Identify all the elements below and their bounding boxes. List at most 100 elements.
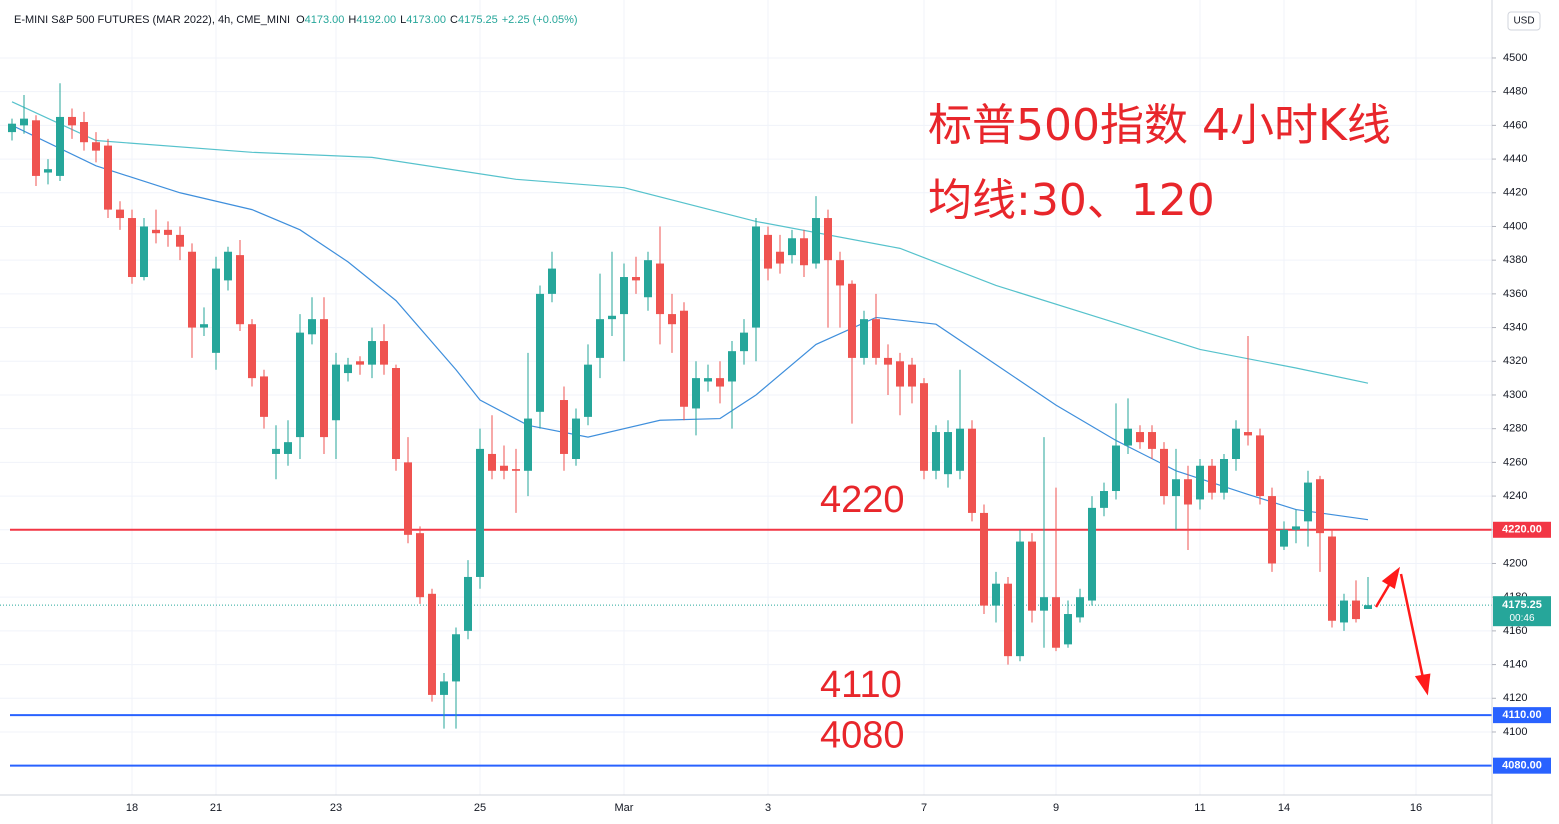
candle-body	[704, 378, 712, 382]
candle-body	[1004, 583, 1012, 657]
candle-body	[716, 378, 724, 387]
arrow-down	[1399, 573, 1425, 679]
candle-body	[896, 361, 904, 387]
candle-body	[608, 315, 616, 320]
level-badge	[1493, 757, 1551, 774]
candle-body	[284, 442, 292, 454]
candle-body	[56, 116, 64, 176]
candle-body	[380, 341, 388, 365]
candle-body	[356, 361, 364, 365]
y-tick-label: 4120	[1503, 692, 1527, 704]
candle-body	[812, 218, 820, 264]
currency-box	[1507, 11, 1541, 31]
candle-body	[320, 319, 328, 438]
candle-body	[1244, 432, 1252, 436]
ohlc-value: 4173.00	[305, 14, 345, 26]
candle-body	[536, 293, 544, 412]
change: +2.25 (+0.05%)	[502, 14, 578, 26]
last-price-badge	[1493, 596, 1551, 627]
candle-body	[164, 229, 172, 235]
ohlc-key: L	[400, 14, 406, 26]
candles	[8, 83, 1372, 729]
x-tick-label: 21	[210, 802, 222, 814]
candle-body	[908, 364, 916, 387]
candle-body	[1052, 597, 1060, 648]
axes: 4100412041404160418042004220424042604280…	[126, 52, 1551, 814]
candle-body	[152, 229, 160, 234]
symbol: E-MINI S&P 500 FUTURES (MAR 2022), 4h, C…	[14, 14, 290, 26]
x-tick-label: 16	[1410, 802, 1422, 814]
candle-body	[92, 142, 100, 151]
y-tick-label: 4320	[1503, 355, 1527, 367]
candle-body	[332, 364, 340, 421]
candle-body	[188, 251, 196, 328]
candle-body	[740, 332, 748, 352]
candle-body	[1316, 479, 1324, 534]
candle-body	[1328, 536, 1336, 621]
level-label: 4110.00	[1502, 709, 1541, 721]
candle-body	[1088, 507, 1096, 601]
ohlc-key: H	[348, 14, 356, 26]
candle-body	[920, 383, 928, 471]
countdown: 00:46	[1509, 613, 1534, 624]
candle-body	[296, 332, 304, 438]
candle-body	[416, 533, 424, 598]
x-tick-label: Mar	[615, 802, 634, 814]
candle-body	[620, 277, 628, 315]
candle-body	[656, 263, 664, 315]
candle-body	[1112, 445, 1120, 492]
candle-body	[956, 428, 964, 471]
level-note: 4080	[820, 715, 905, 757]
candle-body	[1136, 432, 1144, 443]
candle-body	[728, 351, 736, 382]
candle-body	[800, 238, 808, 266]
y-tick-label: 4500	[1503, 52, 1527, 64]
candle-body	[344, 364, 352, 374]
candle-body	[140, 226, 148, 278]
y-tick-label: 4280	[1503, 423, 1527, 435]
candle-body	[680, 310, 688, 407]
x-tick-label: 7	[921, 802, 927, 814]
candle-body	[224, 251, 232, 281]
level-badge	[1493, 521, 1551, 538]
candle-body	[452, 634, 460, 682]
y-tick-label: 4240	[1503, 490, 1527, 502]
candle-body	[668, 314, 676, 325]
level-label: 4080.00	[1502, 760, 1542, 772]
arrows	[1374, 566, 1431, 696]
candle-body	[884, 357, 892, 365]
level-note: 4110	[820, 664, 902, 706]
y-tick-label: 4420	[1503, 187, 1527, 199]
candle-body	[944, 432, 952, 475]
candle-body	[368, 341, 376, 365]
candle-body	[1352, 600, 1360, 620]
candle-body	[236, 255, 244, 325]
candle-body	[32, 120, 40, 176]
candle-body	[476, 448, 484, 577]
candle-body	[644, 260, 652, 298]
x-tick-label: 18	[126, 802, 138, 814]
candle-body	[260, 376, 268, 417]
candle-body	[176, 234, 184, 247]
x-tick-label: 25	[474, 802, 486, 814]
candle-body	[1148, 432, 1156, 449]
currency: USD	[1513, 16, 1534, 27]
candle-body	[1124, 428, 1132, 446]
candle-body	[776, 251, 784, 264]
y-tick-label: 4440	[1503, 153, 1527, 165]
candle-body	[524, 418, 532, 471]
candle-body	[632, 277, 640, 281]
ohlc-key: C	[450, 14, 458, 26]
candle-body	[1292, 526, 1300, 530]
chart-title: 标普500指数 4小时K线	[928, 100, 1391, 151]
candle-body	[488, 453, 496, 471]
x-tick-label: 14	[1278, 802, 1290, 814]
candle-body	[128, 218, 136, 278]
candle-body	[752, 226, 760, 328]
candle-body	[44, 169, 52, 173]
candle-body	[200, 324, 208, 328]
candle-body	[860, 319, 868, 358]
y-tick-label: 4340	[1503, 321, 1527, 333]
